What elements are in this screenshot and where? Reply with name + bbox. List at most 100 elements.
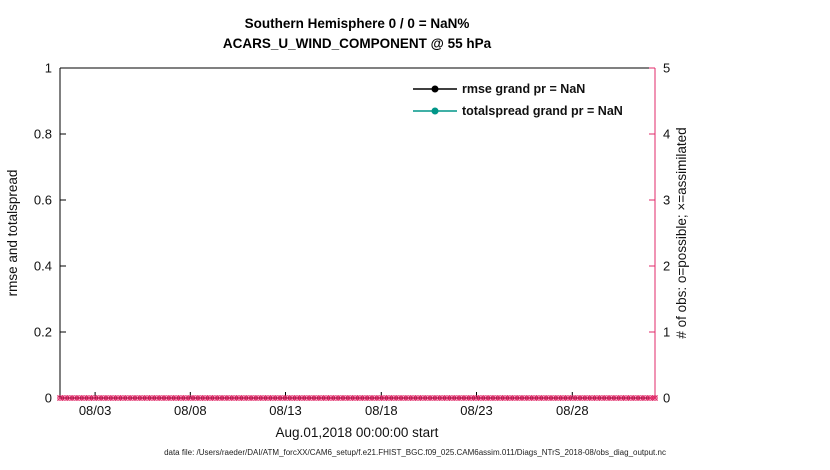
y-right-tick-label: 5 [663, 61, 670, 76]
x-tick-label: 08/23 [460, 403, 493, 418]
y-right-tick-label: 0 [663, 391, 670, 406]
assimilated-obs-marker [187, 395, 194, 401]
assimilated-obs-marker [231, 395, 238, 401]
assimilated-obs-marker [158, 395, 165, 401]
assimilated-obs-marker [395, 395, 402, 401]
assimilated-obs-marker [347, 395, 354, 401]
assimilated-obs-marker [279, 395, 286, 401]
assimilated-obs-marker [139, 395, 146, 401]
y-left-tick-label: 0 [45, 391, 52, 406]
assimilated-obs-marker [308, 395, 315, 401]
assimilated-obs-marker [589, 395, 596, 401]
assimilated-obs-marker [531, 395, 538, 401]
assimilated-obs-marker [182, 395, 189, 401]
assimilated-obs-marker [177, 395, 184, 401]
assimilated-obs-marker [173, 395, 180, 401]
assimilated-obs-marker [318, 395, 325, 401]
assimilated-obs-marker [502, 395, 508, 401]
assimilated-obs-marker [376, 395, 383, 401]
assimilated-obs-marker [444, 395, 450, 401]
assimilated-obs-marker [598, 395, 605, 401]
assimilated-obs-marker [560, 395, 567, 401]
assimilated-obs-marker [240, 395, 247, 401]
assimilated-obs-marker [569, 395, 576, 401]
assimilated-obs-marker [390, 395, 397, 401]
x-tick-label: 08/28 [556, 403, 589, 418]
assimilated-obs-marker [463, 395, 470, 401]
assimilated-obs-marker [66, 395, 73, 401]
assimilated-obs-marker [86, 395, 92, 401]
assimilated-obs-marker [115, 395, 122, 401]
assimilated-obs-marker [593, 395, 600, 401]
assimilated-obs-marker [540, 395, 547, 401]
x-tick-label: 08/08 [174, 403, 207, 418]
assimilated-obs-marker [110, 395, 117, 401]
assimilated-obs-marker [226, 395, 233, 401]
assimilated-obs-marker [119, 395, 126, 401]
assimilated-obs-marker [76, 395, 83, 401]
assimilated-obs-marker [535, 395, 542, 401]
assimilated-obs-marker [434, 395, 441, 401]
assimilated-obs-marker [439, 395, 446, 401]
assimilated-obs-marker [95, 395, 102, 401]
assimilated-obs-marker [255, 395, 262, 401]
assimilated-obs-marker [555, 395, 562, 401]
assimilated-obs-marker [613, 395, 620, 401]
y-left-tick-label: 0.8 [34, 127, 52, 142]
y-axis-left-label: rmse and totalspread [5, 170, 20, 297]
assimilated-obs-marker [105, 395, 112, 401]
assimilated-obs-marker [284, 395, 291, 401]
y-left-tick-label: 0.4 [34, 259, 52, 274]
assimilated-obs-marker [623, 395, 629, 401]
assimilated-obs-marker [202, 395, 209, 401]
y-right-tick-label: 4 [663, 127, 670, 142]
assimilated-obs-marker [245, 395, 252, 401]
assimilated-obs-marker [216, 395, 223, 401]
data-file-caption: data file: /Users/raeder/DAI/ATM_forcXX/… [164, 448, 666, 457]
assimilated-obs-marker [564, 395, 571, 401]
assimilated-obs-marker [405, 395, 412, 401]
assimilated-obs-marker [458, 395, 465, 401]
assimilated-obs-marker [647, 395, 654, 401]
assimilated-obs-marker [71, 395, 78, 401]
assimilated-obs-marker [511, 395, 518, 401]
assimilated-obs-marker [298, 395, 305, 401]
y-right-tick-label: 3 [663, 193, 670, 208]
assimilated-obs-marker [168, 395, 175, 401]
assimilated-obs-marker [574, 395, 581, 401]
assimilated-obs-marker [269, 395, 276, 401]
assimilated-obs-marker [361, 395, 368, 401]
assimilated-obs-marker [637, 395, 644, 401]
assimilated-obs-marker [153, 395, 160, 401]
assimilated-obs-marker [303, 395, 310, 401]
x-tick-label: 08/18 [365, 403, 398, 418]
possible-obs-marker [652, 395, 658, 401]
y-left-tick-label: 1 [45, 61, 52, 76]
assimilated-obs-marker [453, 395, 460, 401]
assimilated-obs-marker [627, 395, 634, 401]
assimilated-obs-marker [584, 395, 591, 401]
assimilated-obs-marker [497, 395, 504, 401]
assimilated-obs-marker [124, 395, 131, 401]
assimilated-obs-marker [289, 395, 296, 401]
legend-label-totalspread: totalspread grand pr = NaN [462, 104, 623, 118]
assimilated-obs-marker [516, 395, 523, 401]
assimilated-obs-marker [332, 395, 339, 401]
y-axis-right-label: # of obs: o=possible; ×=assimilated [674, 127, 689, 338]
legend-marker-rmse [431, 85, 439, 93]
assimilated-obs-marker [100, 395, 107, 401]
assimilated-obs-marker [473, 395, 479, 401]
assimilated-obs-marker [265, 395, 271, 401]
y-left-tick-label: 0.6 [34, 193, 52, 208]
assimilated-obs-marker [521, 395, 528, 401]
assimilated-obs-marker [482, 395, 489, 401]
assimilated-obs-marker [337, 395, 344, 401]
assimilated-obs-marker [477, 395, 484, 401]
assimilated-obs-marker [294, 395, 300, 401]
assimilated-obs-marker [211, 395, 218, 401]
assimilated-obs-marker [603, 395, 610, 401]
assimilated-obs-marker [197, 395, 204, 401]
assimilated-obs-marker [274, 395, 281, 401]
